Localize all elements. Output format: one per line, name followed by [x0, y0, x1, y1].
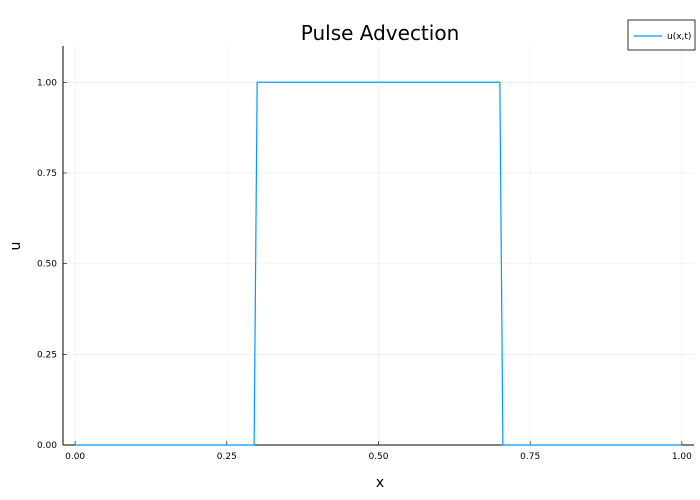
legend: u(x,t): [627, 19, 696, 51]
x-ticks: 0.00 0.25 0.50 0.75 1.00: [65, 441, 692, 462]
legend-box: [627, 19, 696, 51]
grid: [63, 46, 694, 446]
x-tick-label-2: 0.50: [368, 452, 388, 462]
x-tick-label-1: 0.25: [217, 452, 237, 462]
y-tick-label-4: 1.00: [37, 78, 57, 88]
x-tick-label-0: 0.00: [65, 452, 85, 462]
legend-label: u(x,t): [667, 32, 691, 42]
series-line-0: [75, 81, 682, 446]
x-tick-label-4: 1.00: [672, 452, 692, 462]
x-axis-label: x: [376, 475, 384, 491]
y-tick-label-0: 0.00: [37, 441, 57, 451]
y-tick-label-3: 0.75: [37, 169, 57, 179]
chart-title: Pulse Advection: [301, 21, 460, 45]
y-tick-label-1: 0.25: [37, 350, 57, 360]
y-axis-label: u: [8, 242, 24, 251]
y-tick-label-2: 0.50: [37, 260, 57, 270]
series-layer: [75, 81, 682, 446]
y-ticks: 0.00 0.25 0.50 0.75 1.00: [37, 78, 67, 451]
x-tick-label-3: 0.75: [520, 452, 540, 462]
